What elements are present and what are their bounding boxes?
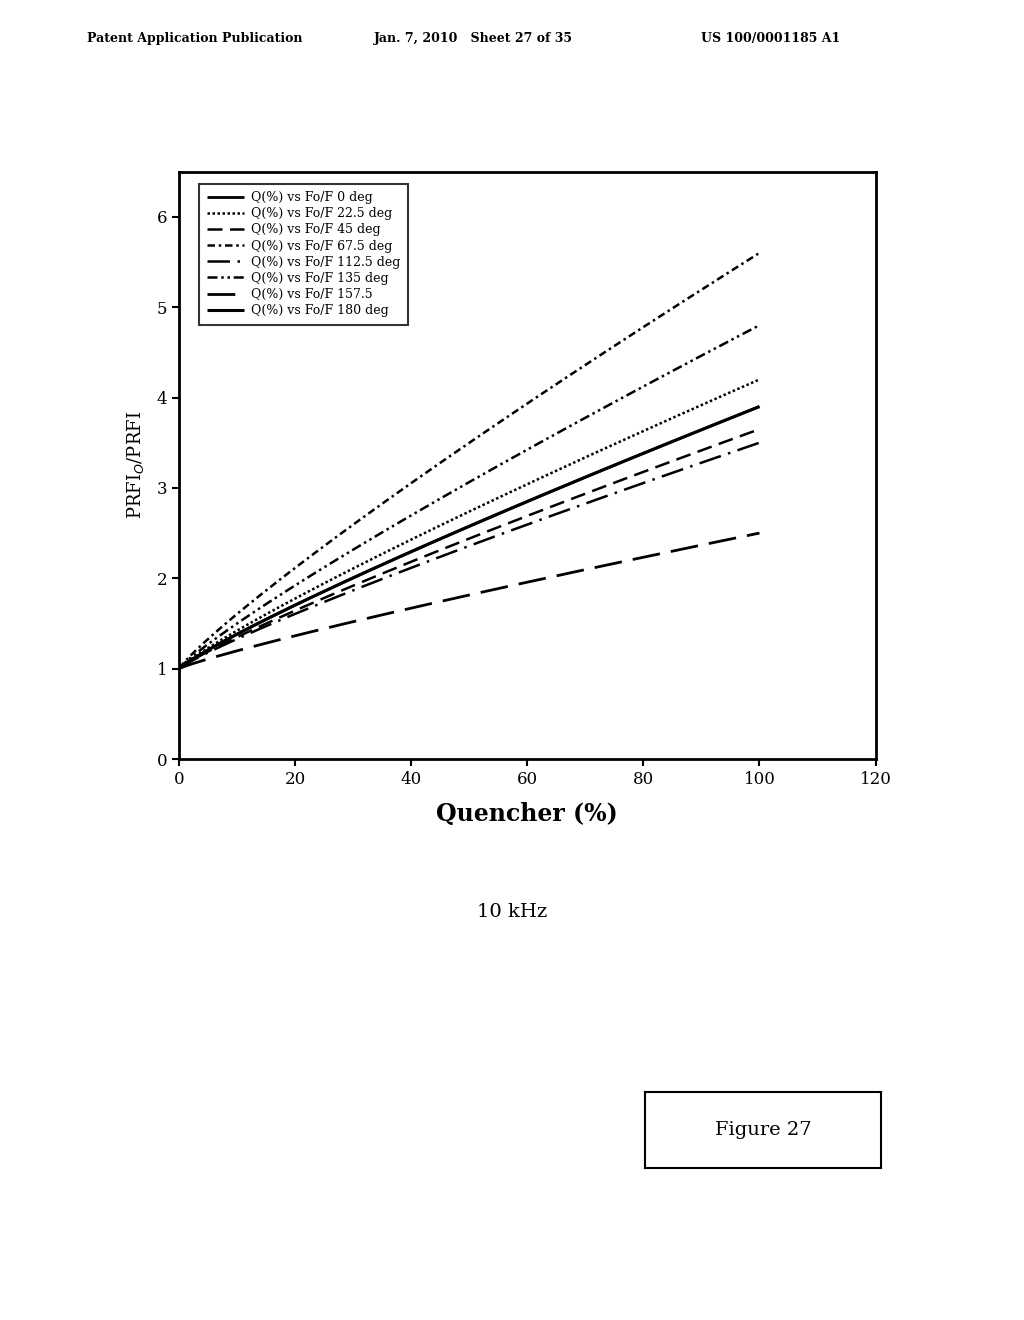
Y-axis label: PRFI$_O$/PRFI: PRFI$_O$/PRFI — [125, 412, 145, 519]
Text: US 100/0001185 A1: US 100/0001185 A1 — [701, 32, 841, 45]
Text: Figure 27: Figure 27 — [715, 1121, 811, 1139]
Text: 10 kHz: 10 kHz — [477, 903, 547, 921]
Legend: Q(%) vs Fo/F 0 deg, Q(%) vs Fo/F 22.5 deg, Q(%) vs Fo/F 45 deg, Q(%) vs Fo/F 67.: Q(%) vs Fo/F 0 deg, Q(%) vs Fo/F 22.5 de… — [200, 183, 408, 325]
Text: Jan. 7, 2010   Sheet 27 of 35: Jan. 7, 2010 Sheet 27 of 35 — [374, 32, 572, 45]
Text: Patent Application Publication: Patent Application Publication — [87, 32, 302, 45]
X-axis label: Quencher (%): Quencher (%) — [436, 801, 618, 826]
